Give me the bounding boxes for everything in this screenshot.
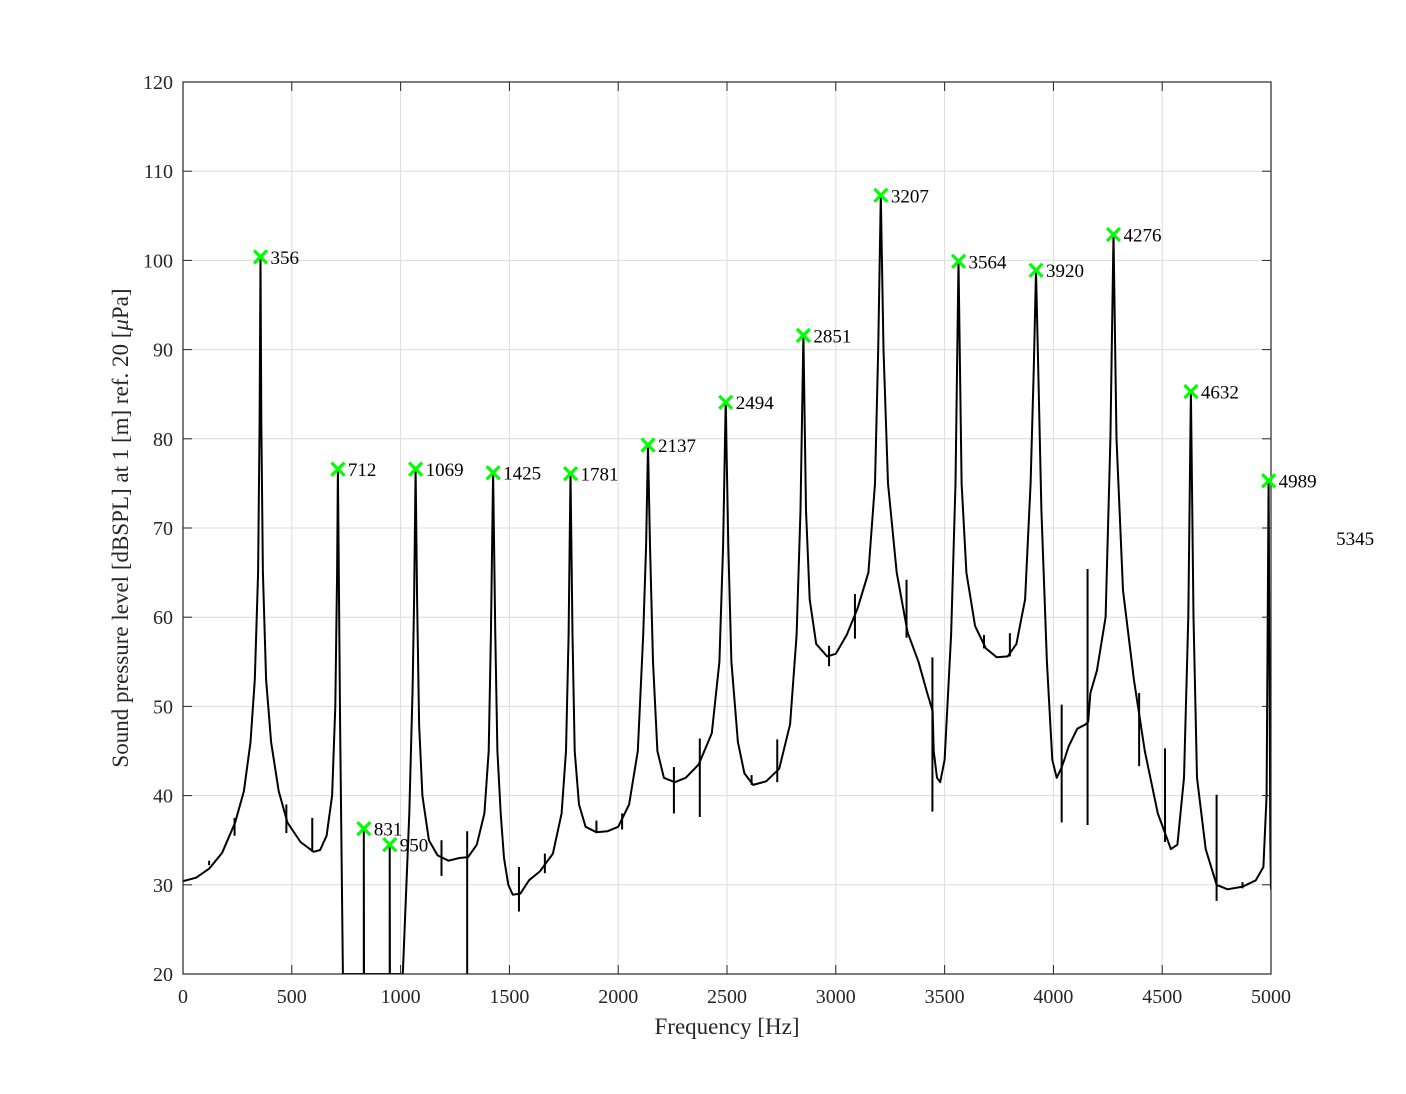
- peak-marker: [718, 394, 734, 410]
- peak-marker-stroke: [1183, 383, 1199, 400]
- peak-label: 3920: [1046, 261, 1084, 282]
- peak-marker: [795, 327, 812, 343]
- peak-label: 4276: [1123, 226, 1161, 247]
- peak-marker-stroke: [407, 461, 424, 477]
- x-tick-label: 5000: [1251, 986, 1291, 1008]
- peak-label: 1069: [426, 460, 464, 481]
- y-tick-label: 120: [143, 72, 173, 94]
- x-tick-label: 500: [277, 986, 307, 1008]
- peak-label: 3207: [891, 186, 929, 207]
- x-tick-label: 3000: [816, 986, 856, 1008]
- peak-label: 712: [348, 460, 377, 481]
- y-axis-label: Sound pressure level [dBSPL] at 1 [m] re…: [108, 288, 133, 767]
- peak-marker-stroke: [562, 465, 579, 482]
- peak-marker: [1183, 383, 1199, 400]
- peak-marker: [407, 461, 424, 477]
- y-tick-label: 20: [153, 964, 173, 986]
- peak-marker-stroke: [485, 465, 501, 481]
- peak-label: 356: [270, 248, 299, 269]
- peak-marker: [1260, 473, 1277, 489]
- y-tick-label: 30: [153, 875, 173, 897]
- x-tick-label: 3500: [925, 986, 965, 1008]
- peak-label: 4989: [1279, 472, 1317, 493]
- peak-marker-stroke: [1105, 226, 1122, 243]
- y-tick-label: 40: [153, 786, 173, 808]
- y-tick-label: 110: [144, 161, 173, 183]
- peak-marker-stroke: [950, 253, 967, 269]
- x-tick-label: 2000: [598, 986, 638, 1008]
- peak-marker: [330, 461, 346, 477]
- peak-marker: [640, 437, 656, 453]
- peak-marker: [356, 820, 372, 837]
- x-axis-ticks: 0 500 1000 1500 2000 2500 3000 3500 4000 4500 5000: [178, 82, 1291, 1008]
- peak-marker-stroke: [382, 837, 398, 853]
- peak-label: 2494: [736, 393, 775, 414]
- y-tick-label: 80: [153, 429, 173, 451]
- peak-marker: [1105, 226, 1122, 243]
- peak-label: 1425: [503, 464, 541, 485]
- peak-label: 1781: [581, 465, 619, 486]
- y-tick-label: 90: [153, 340, 173, 362]
- x-tick-label: 1000: [381, 986, 421, 1008]
- y-axis-label-unit: Pa]: [108, 288, 133, 319]
- peak-label: 950: [400, 836, 429, 857]
- x-tick-label: 0: [178, 986, 188, 1008]
- peak-marker-stroke: [1260, 473, 1277, 489]
- y-axis-label-main: Sound pressure level [dBSPL] at 1 [m] re…: [108, 331, 133, 768]
- peak-label: 4632: [1201, 383, 1239, 404]
- peak-marker: [382, 837, 398, 853]
- y-axis-ticks: 20 30 40 50 60 70 80 90 100 110 120: [143, 72, 1271, 986]
- peak-marker: [1028, 262, 1044, 278]
- peak-marker-stroke: [795, 327, 812, 343]
- peak-marker-stroke: [356, 820, 372, 837]
- offscreen-peak-label: 5345: [1336, 529, 1374, 550]
- peak-label: 2851: [813, 326, 851, 347]
- x-tick-label: 1500: [489, 986, 529, 1008]
- y-axis-label-mu: μ: [108, 319, 133, 332]
- peak-marker: [485, 465, 501, 481]
- peak-label: 831: [374, 820, 403, 841]
- peak-marker: [252, 249, 269, 265]
- peak-marker-stroke: [640, 437, 656, 453]
- peak-label: 3564: [969, 252, 1008, 273]
- y-tick-label: 70: [153, 518, 173, 540]
- x-tick-label: 4500: [1142, 986, 1182, 1008]
- x-axis-label: Frequency [Hz]: [655, 1014, 800, 1039]
- peak-marker: [873, 187, 889, 203]
- peak-markers: [252, 187, 1277, 853]
- peak-marker-stroke: [330, 461, 346, 477]
- y-tick-label: 50: [153, 696, 173, 718]
- peak-marker: [950, 253, 967, 269]
- x-tick-label: 4000: [1033, 986, 1073, 1008]
- peak-marker: [562, 465, 579, 482]
- peak-marker-stroke: [1028, 262, 1044, 278]
- y-tick-label: 60: [153, 607, 173, 629]
- peak-marker-stroke: [252, 249, 269, 265]
- x-tick-label: 2500: [707, 986, 747, 1008]
- peak-marker-stroke: [718, 394, 734, 410]
- peak-marker-stroke: [873, 187, 889, 203]
- peak-label: 2137: [658, 436, 696, 457]
- y-tick-label: 100: [143, 250, 173, 272]
